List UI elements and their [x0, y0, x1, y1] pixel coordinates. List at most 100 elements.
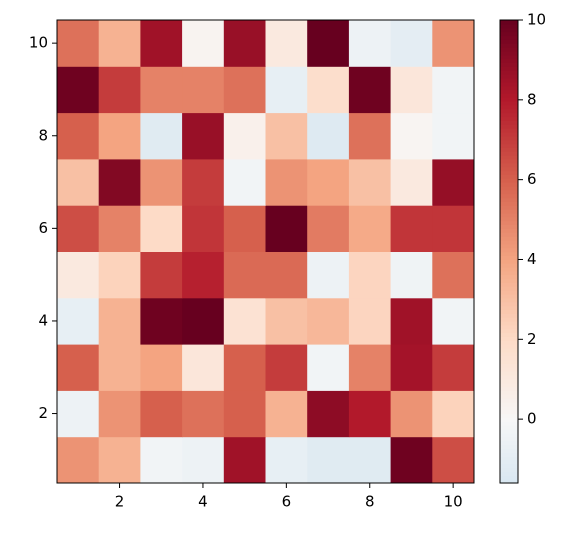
- cell: [140, 436, 183, 484]
- cell: [265, 390, 308, 438]
- cell: [57, 158, 100, 206]
- cell: [390, 390, 433, 438]
- cell: [57, 390, 100, 438]
- cell: [348, 205, 392, 252]
- colorbar-segment: [500, 340, 518, 345]
- colorbar-segment: [500, 463, 518, 469]
- colorbar-segment: [500, 116, 518, 121]
- colorbar-segment: [500, 58, 518, 64]
- cell: [182, 112, 225, 160]
- cell: [307, 205, 350, 252]
- colorbar-segment: [500, 228, 518, 233]
- colorbar-segment: [500, 39, 518, 44]
- cell: [265, 66, 308, 114]
- cell: [223, 436, 266, 484]
- colorbar-segment: [500, 309, 518, 314]
- cell: [57, 344, 100, 391]
- colorbar-segment: [500, 54, 518, 60]
- colorbar-segment: [500, 436, 518, 442]
- cell: [432, 436, 475, 484]
- colorbar-segment: [500, 247, 518, 253]
- colorbar-segment: [500, 243, 518, 249]
- colorbar-segment: [500, 282, 518, 287]
- colorbar-tick-label: 6: [527, 170, 537, 188]
- cell: [265, 158, 308, 206]
- colorbar-segment: [500, 162, 518, 168]
- cell: [223, 20, 266, 67]
- colorbar-segment: [500, 328, 518, 334]
- colorbar-segment: [500, 158, 518, 164]
- colorbar-segment: [500, 347, 518, 353]
- colorbar-segment: [500, 66, 518, 71]
- x-tick-label: 2: [115, 493, 125, 511]
- cell: [390, 436, 433, 484]
- cell: [307, 112, 350, 160]
- cell: [265, 297, 308, 345]
- colorbar-segment: [500, 209, 518, 214]
- colorbar-segment: [500, 305, 518, 310]
- colorbar-segment: [500, 155, 518, 160]
- colorbar-segment: [500, 386, 518, 391]
- cell: [57, 251, 100, 299]
- cell: [140, 158, 183, 206]
- colorbar-segment: [500, 263, 518, 268]
- colorbar-segment: [500, 151, 518, 156]
- colorbar-segment: [500, 398, 518, 403]
- colorbar-segment: [500, 374, 518, 380]
- colorbar-segment: [500, 77, 518, 83]
- colorbar-segment: [500, 112, 518, 118]
- cell: [98, 158, 141, 206]
- cell: [390, 205, 433, 252]
- cell: [432, 158, 475, 206]
- cell: [223, 205, 266, 252]
- y-tick-label: 4: [38, 311, 48, 329]
- x-tick-label: 10: [444, 493, 463, 511]
- cell: [98, 251, 141, 299]
- cell: [140, 66, 183, 114]
- colorbar-segment: [500, 236, 518, 241]
- colorbar-segment: [500, 351, 518, 357]
- colorbar-segment: [500, 440, 518, 446]
- colorbar-segment: [500, 143, 518, 148]
- colorbar-segment: [500, 27, 518, 33]
- colorbar-segment: [500, 363, 518, 368]
- colorbar-segment: [500, 166, 518, 172]
- colorbar-segment: [500, 124, 518, 129]
- colorbar-segment: [500, 428, 518, 434]
- cell: [57, 297, 100, 345]
- colorbar-segment: [500, 297, 518, 303]
- y-tick-label: 10: [29, 34, 48, 52]
- colorbar-segment: [500, 286, 518, 291]
- cell: [348, 112, 392, 160]
- cell: [223, 297, 266, 345]
- cell: [432, 112, 475, 160]
- cell: [223, 158, 266, 206]
- cell: [140, 251, 183, 299]
- cell: [223, 66, 266, 114]
- colorbar-segment: [500, 405, 518, 411]
- cell: [182, 297, 225, 345]
- colorbar-segment: [500, 104, 518, 110]
- y-tick-label: 2: [38, 404, 48, 422]
- colorbar-tick-label: 2: [527, 330, 537, 348]
- colorbar-segment: [500, 197, 518, 202]
- colorbar-segment: [500, 108, 518, 114]
- colorbar-tick-label: 4: [527, 250, 537, 268]
- colorbar-segment: [500, 139, 518, 145]
- cell: [140, 205, 183, 252]
- cell: [348, 344, 392, 391]
- cell: [182, 436, 225, 484]
- colorbar-segment: [500, 324, 518, 330]
- cell: [307, 344, 350, 391]
- colorbar-tick-label: 8: [527, 90, 537, 108]
- colorbar-segment: [500, 452, 518, 457]
- colorbar-segment: [500, 93, 518, 98]
- colorbar-segment: [500, 128, 518, 133]
- colorbar-segment: [500, 475, 518, 480]
- cell: [57, 112, 100, 160]
- cell: [98, 112, 141, 160]
- colorbar-segment: [500, 448, 518, 453]
- colorbar-segment: [500, 101, 518, 106]
- cell: [265, 436, 308, 484]
- colorbar-segment: [500, 35, 518, 40]
